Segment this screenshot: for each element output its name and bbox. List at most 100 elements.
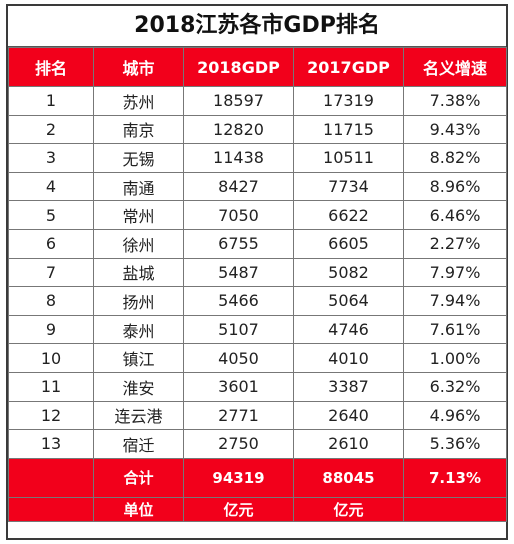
table-row: 2 南京 12820 11715 9.43% [8,114,507,145]
table-row: 10 镇江 4050 4010 1.00% [8,343,507,373]
gdp-2018-cell: 5107 [183,314,294,345]
table-row: 1 苏州 18597 17319 7.38% [8,86,507,116]
header-rank: 排名 [8,47,94,87]
growth-cell: 7.61% [403,314,507,345]
table-body: 1 苏州 18597 17319 7.38% 2 南京 12820 11715 9.43% 3 无锡 1… [8,86,507,459]
gdp-2018-cell: 11438 [183,143,294,173]
gdp-2017-cell: 6622 [293,200,404,230]
total-gdp-2018: 94319 [183,457,294,498]
total-row: 合计 94319 88045 7.13% [8,457,507,498]
gdp-2018-cell: 2771 [183,400,294,431]
header-city: 城市 [93,47,184,87]
gdp-table: 排名 城市 2018GDP 2017GDP 名义增速 1 苏州 18597 17319… [8,47,507,522]
table-row: 7 盐城 5487 5082 7.97% [8,257,507,288]
growth-cell: 6.46% [403,200,507,230]
unit-rank-cell [8,496,94,522]
gdp-2018-cell: 4050 [183,343,294,373]
table-row: 5 常州 7050 6622 6.46% [8,200,507,230]
gdp-2017-cell: 4746 [293,314,404,345]
city-cell: 盐城 [93,257,184,288]
city-cell: 无锡 [93,143,184,173]
unit-gdp-2017: 亿元 [293,496,404,522]
total-gdp-2017: 88045 [293,457,404,498]
table-row: 13 宿迁 2750 2610 5.36% [8,429,507,459]
rank-cell: 6 [8,228,94,259]
growth-cell: 9.43% [403,114,507,145]
table-row: 9 泰州 5107 4746 7.61% [8,314,507,345]
gdp-2018-cell: 18597 [183,86,294,116]
table-row: 12 连云港 2771 2640 4.96% [8,400,507,431]
gdp-2018-cell: 12820 [183,114,294,145]
gdp-2018-cell: 5466 [183,286,294,316]
rank-cell: 7 [8,257,94,288]
city-cell: 苏州 [93,86,184,116]
rank-cell: 1 [8,86,94,116]
unit-growth-cell [403,496,507,522]
table-row: 3 无锡 11438 10511 8.82% [8,143,507,173]
city-cell: 常州 [93,200,184,230]
rank-cell: 12 [8,400,94,431]
city-cell: 淮安 [93,371,184,402]
rank-cell: 3 [8,143,94,173]
gdp-2018-cell: 8427 [183,171,294,202]
rank-cell: 4 [8,171,94,202]
table-row: 11 淮安 3601 3387 6.32% [8,371,507,402]
rank-cell: 10 [8,343,94,373]
unit-gdp-2018: 亿元 [183,496,294,522]
header-row: 排名 城市 2018GDP 2017GDP 名义增速 [8,47,507,87]
growth-cell: 5.36% [403,429,507,459]
unit-label: 单位 [93,496,184,522]
header-growth: 名义增速 [403,47,507,87]
rank-cell: 13 [8,429,94,459]
gdp-2017-cell: 17319 [293,86,404,116]
rank-cell: 11 [8,371,94,402]
gdp-2017-cell: 4010 [293,343,404,373]
gdp-2018-cell: 2750 [183,429,294,459]
gdp-2017-cell: 10511 [293,143,404,173]
city-cell: 徐州 [93,228,184,259]
table-row: 6 徐州 6755 6605 2.27% [8,228,507,259]
gdp-2017-cell: 5064 [293,286,404,316]
gdp-2018-cell: 5487 [183,257,294,288]
city-cell: 泰州 [93,314,184,345]
growth-cell: 8.96% [403,171,507,202]
city-cell: 连云港 [93,400,184,431]
city-cell: 宿迁 [93,429,184,459]
unit-row: 单位 亿元 亿元 [8,496,507,522]
growth-cell: 8.82% [403,143,507,173]
growth-cell: 7.97% [403,257,507,288]
city-cell: 南京 [93,114,184,145]
gdp-2017-cell: 7734 [293,171,404,202]
gdp-2017-cell: 2640 [293,400,404,431]
growth-cell: 7.94% [403,286,507,316]
total-label: 合计 [93,457,184,498]
city-cell: 镇江 [93,343,184,373]
growth-cell: 4.96% [403,400,507,431]
gdp-2017-cell: 3387 [293,371,404,402]
rank-cell: 5 [8,200,94,230]
growth-cell: 2.27% [403,228,507,259]
rank-cell: 2 [8,114,94,145]
gdp-2017-cell: 6605 [293,228,404,259]
city-cell: 扬州 [93,286,184,316]
growth-cell: 6.32% [403,371,507,402]
gdp-2017-cell: 11715 [293,114,404,145]
header-gdp-2018: 2018GDP [183,47,294,87]
header-gdp-2017: 2017GDP [293,47,404,87]
growth-cell: 1.00% [403,343,507,373]
table-title: 2018江苏各市GDP排名 [8,6,506,47]
table-row: 8 扬州 5466 5064 7.94% [8,286,507,316]
gdp-2017-cell: 2610 [293,429,404,459]
gdp-2018-cell: 7050 [183,200,294,230]
total-rank-cell [8,457,94,498]
rank-cell: 8 [8,286,94,316]
city-cell: 南通 [93,171,184,202]
gdp-2018-cell: 3601 [183,371,294,402]
gdp-2017-cell: 5082 [293,257,404,288]
gdp-2018-cell: 6755 [183,228,294,259]
table-row: 4 南通 8427 7734 8.96% [8,171,507,202]
gdp-ranking-table-container: 2018江苏各市GDP排名 排名 城市 2018GDP 2017GDP 名义增速… [6,4,508,540]
rank-cell: 9 [8,314,94,345]
growth-cell: 7.38% [403,86,507,116]
total-growth: 7.13% [403,457,507,498]
